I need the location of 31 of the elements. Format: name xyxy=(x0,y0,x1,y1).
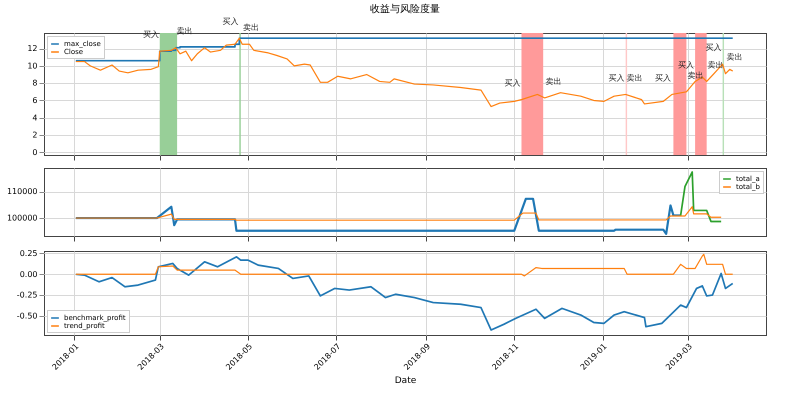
annotation: 卖出 xyxy=(243,23,260,32)
y-tick-label: 4 xyxy=(32,113,38,122)
annotation: 买入 xyxy=(654,73,671,82)
y-tick-label: -0.50 xyxy=(16,311,38,320)
y-tick-label: 12 xyxy=(27,44,38,54)
y-tick-label: -0.25 xyxy=(16,290,38,300)
y-tick-label: 0 xyxy=(32,148,38,157)
y-tick-label: 0.25 xyxy=(20,248,38,258)
line-series xyxy=(75,254,734,277)
y-tick-label: 110000 xyxy=(6,187,38,196)
line-series xyxy=(75,206,722,221)
annotation: 卖出 xyxy=(687,70,704,80)
line-series xyxy=(74,198,682,235)
y-tick-label: 8 xyxy=(32,78,38,88)
annotation: 卖出 xyxy=(626,73,643,82)
x-axis-title: Date xyxy=(394,376,417,386)
annotation: 买入 xyxy=(706,43,722,52)
y-tick-label: 100000 xyxy=(6,214,38,223)
annotation: 卖出 xyxy=(726,52,742,62)
y-tick-label: 6 xyxy=(32,96,38,105)
annotation: 买入 xyxy=(608,73,625,82)
annotation: 买入 xyxy=(678,60,694,70)
chart-title: 收益与风险度量 xyxy=(370,3,440,16)
line-series xyxy=(680,171,722,222)
annotation: 卖出 xyxy=(546,76,562,86)
annotation: 卖出 xyxy=(708,60,724,70)
y-tick-label: 10 xyxy=(27,61,38,70)
y-tick-label: 0.00 xyxy=(20,270,38,279)
annotation: 买入 xyxy=(222,17,238,26)
y-tick-label: 2 xyxy=(32,130,38,140)
annotation: 买入 xyxy=(504,78,520,88)
